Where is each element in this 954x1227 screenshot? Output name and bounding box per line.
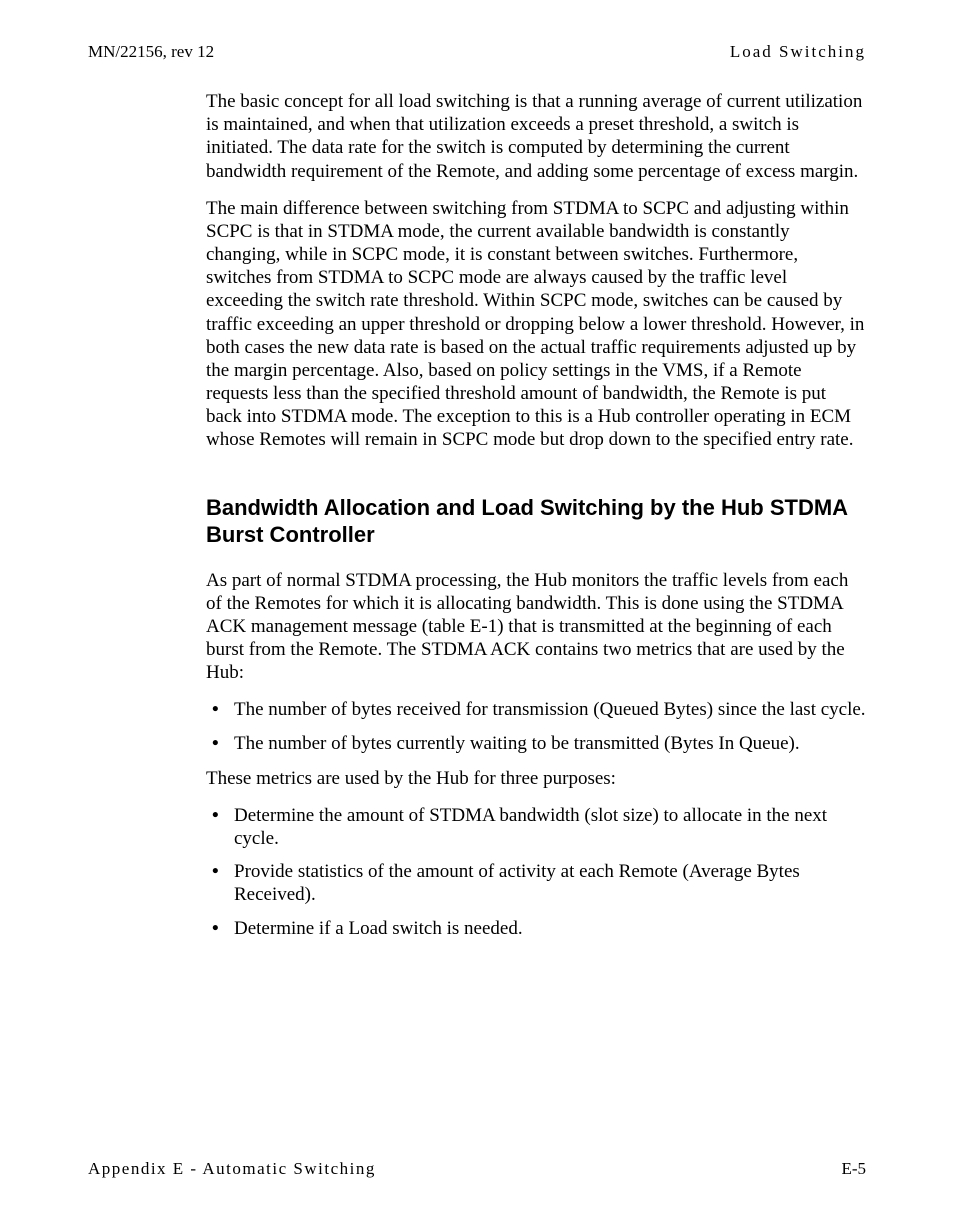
section-heading: Bandwidth Allocation and Load Switching … xyxy=(206,494,866,549)
running-header: MN/22156, rev 12 Load Switching xyxy=(88,42,866,62)
list-item: The number of bytes received for transmi… xyxy=(206,698,866,721)
list-item: Determine if a Load switch is needed. xyxy=(206,917,866,940)
body-column: The basic concept for all load switching… xyxy=(206,90,866,452)
footer-page-number: E-5 xyxy=(841,1159,866,1179)
running-footer: Appendix E - Automatic Switching E-5 xyxy=(88,1159,866,1179)
paragraph-4: These metrics are used by the Hub for th… xyxy=(206,767,866,790)
page: MN/22156, rev 12 Load Switching The basi… xyxy=(0,0,954,1227)
paragraph-2: The main difference between switching fr… xyxy=(206,197,866,452)
bullet-list-1: The number of bytes received for transmi… xyxy=(206,698,866,754)
list-item: The number of bytes currently waiting to… xyxy=(206,732,866,755)
list-item: Provide statistics of the amount of acti… xyxy=(206,860,866,906)
list-item: Determine the amount of STDMA bandwidth … xyxy=(206,804,866,850)
footer-appendix: Appendix E - Automatic Switching xyxy=(88,1159,376,1179)
bullet-list-2: Determine the amount of STDMA bandwidth … xyxy=(206,804,866,940)
body-column-2: As part of normal STDMA processing, the … xyxy=(206,569,866,940)
header-section-title: Load Switching xyxy=(730,42,866,62)
header-doc-id: MN/22156, rev 12 xyxy=(88,42,214,62)
paragraph-3: As part of normal STDMA processing, the … xyxy=(206,569,866,685)
paragraph-1: The basic concept for all load switching… xyxy=(206,90,866,183)
